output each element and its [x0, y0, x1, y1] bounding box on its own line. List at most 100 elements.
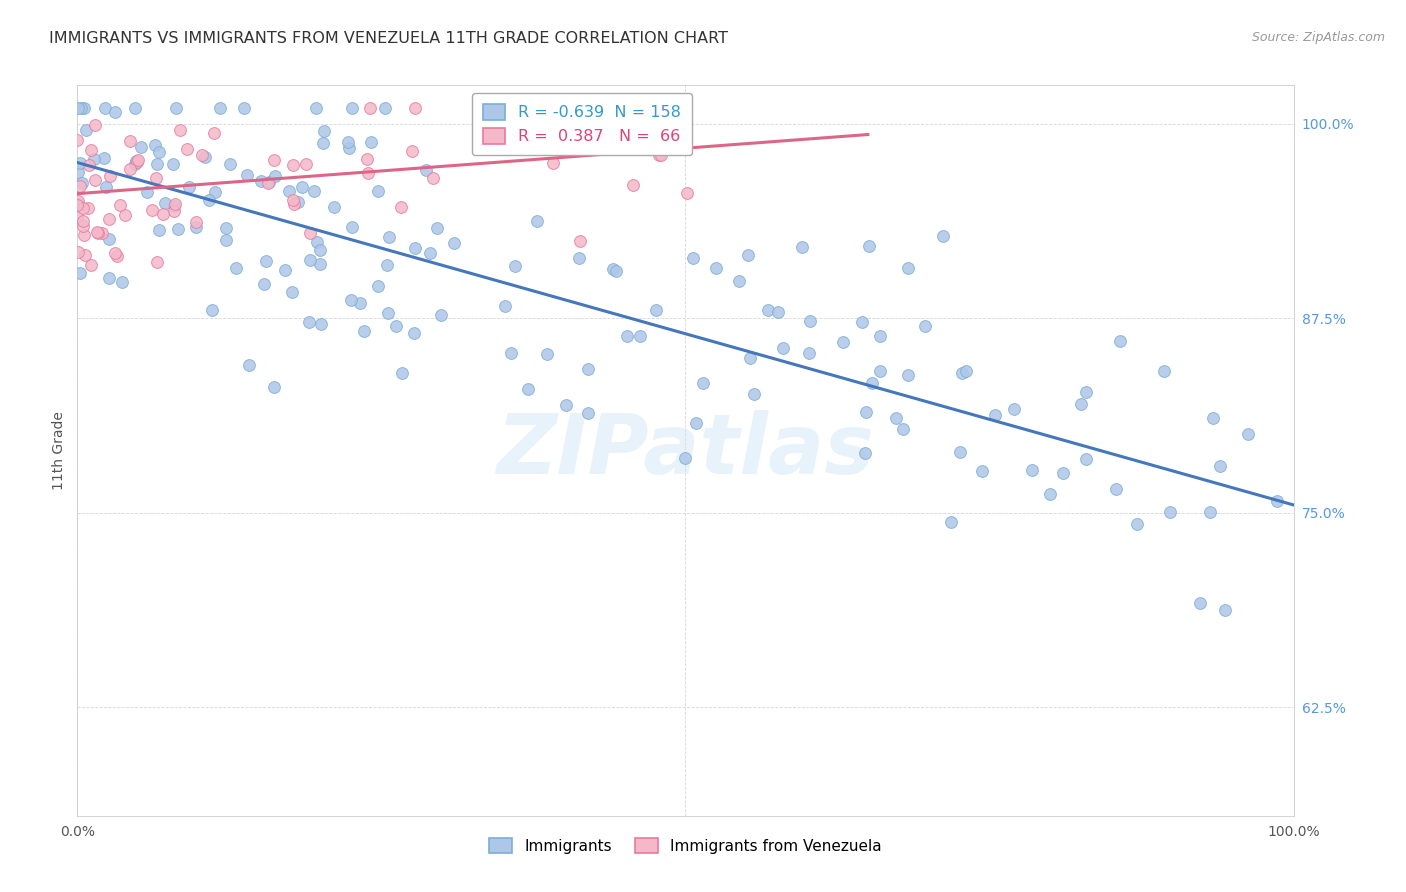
Point: [103, 105, 125, 120]
Point: [1199, 505, 1222, 519]
Point: [353, 324, 375, 338]
Text: Source: ZipAtlas.com: Source: ZipAtlas.com: [1251, 31, 1385, 45]
Point: [561, 101, 583, 115]
Point: [616, 329, 638, 343]
Point: [125, 154, 148, 169]
Point: [1213, 603, 1236, 617]
Point: [143, 138, 166, 153]
Point: [66, 165, 89, 179]
Point: [253, 277, 276, 292]
Point: [98, 270, 121, 285]
Point: [792, 240, 814, 254]
Point: [516, 382, 538, 396]
Point: [209, 101, 232, 115]
Point: [628, 328, 651, 343]
Point: [727, 274, 749, 288]
Point: [72, 219, 94, 234]
Point: [1076, 384, 1098, 399]
Point: [165, 101, 187, 115]
Point: [75, 122, 97, 136]
Point: [219, 157, 242, 171]
Point: [76, 201, 98, 215]
Point: [148, 223, 170, 237]
Point: [359, 101, 381, 115]
Point: [704, 260, 727, 275]
Point: [648, 148, 671, 162]
Point: [84, 119, 107, 133]
Point: [232, 101, 254, 115]
Point: [426, 221, 449, 235]
Point: [283, 197, 305, 211]
Point: [619, 101, 641, 115]
Point: [422, 170, 444, 185]
Point: [66, 198, 89, 212]
Point: [356, 152, 378, 166]
Point: [536, 346, 558, 360]
Point: [391, 366, 413, 380]
Point: [66, 133, 89, 147]
Point: [184, 215, 207, 229]
Point: [124, 101, 146, 115]
Point: [67, 197, 90, 211]
Text: IMMIGRANTS VS IMMIGRANTS FROM VENEZUELA 11TH GRADE CORRELATION CHART: IMMIGRANTS VS IMMIGRANTS FROM VENEZUELA …: [49, 31, 728, 46]
Point: [389, 200, 412, 214]
Point: [955, 364, 977, 378]
Point: [605, 264, 627, 278]
Point: [69, 178, 91, 193]
Point: [69, 101, 91, 115]
Point: [891, 422, 914, 436]
Point: [118, 134, 141, 148]
Point: [73, 227, 96, 242]
Point: [1052, 466, 1074, 480]
Point: [1076, 452, 1098, 467]
Point: [404, 101, 426, 115]
Point: [298, 315, 321, 329]
Point: [1002, 401, 1025, 416]
Point: [357, 166, 380, 180]
Point: [302, 184, 325, 198]
Point: [402, 326, 425, 340]
Point: [215, 220, 238, 235]
Point: [225, 260, 247, 275]
Point: [1202, 411, 1225, 425]
Point: [67, 101, 90, 115]
Point: [86, 226, 108, 240]
Point: [80, 259, 103, 273]
Point: [263, 379, 285, 393]
Point: [1070, 397, 1092, 411]
Point: [768, 305, 790, 319]
Point: [145, 170, 167, 185]
Point: [799, 345, 821, 359]
Point: [932, 228, 955, 243]
Point: [756, 302, 779, 317]
Point: [970, 464, 993, 478]
Point: [1153, 364, 1175, 378]
Point: [692, 376, 714, 390]
Point: [202, 126, 225, 140]
Point: [152, 207, 174, 221]
Point: [337, 141, 360, 155]
Point: [254, 254, 277, 268]
Point: [80, 144, 103, 158]
Point: [568, 235, 591, 249]
Point: [127, 153, 149, 167]
Point: [897, 368, 920, 382]
Point: [281, 193, 304, 207]
Point: [340, 220, 363, 235]
Point: [337, 135, 360, 149]
Point: [73, 248, 96, 262]
Point: [429, 308, 451, 322]
Point: [72, 176, 94, 190]
Point: [384, 319, 406, 334]
Point: [1109, 334, 1132, 348]
Point: [568, 251, 591, 265]
Point: [1267, 493, 1289, 508]
Point: [685, 417, 707, 431]
Point: [339, 293, 361, 307]
Point: [541, 155, 564, 169]
Point: [124, 157, 146, 171]
Point: [198, 193, 221, 207]
Point: [1126, 516, 1149, 531]
Point: [238, 358, 260, 372]
Point: [97, 231, 120, 245]
